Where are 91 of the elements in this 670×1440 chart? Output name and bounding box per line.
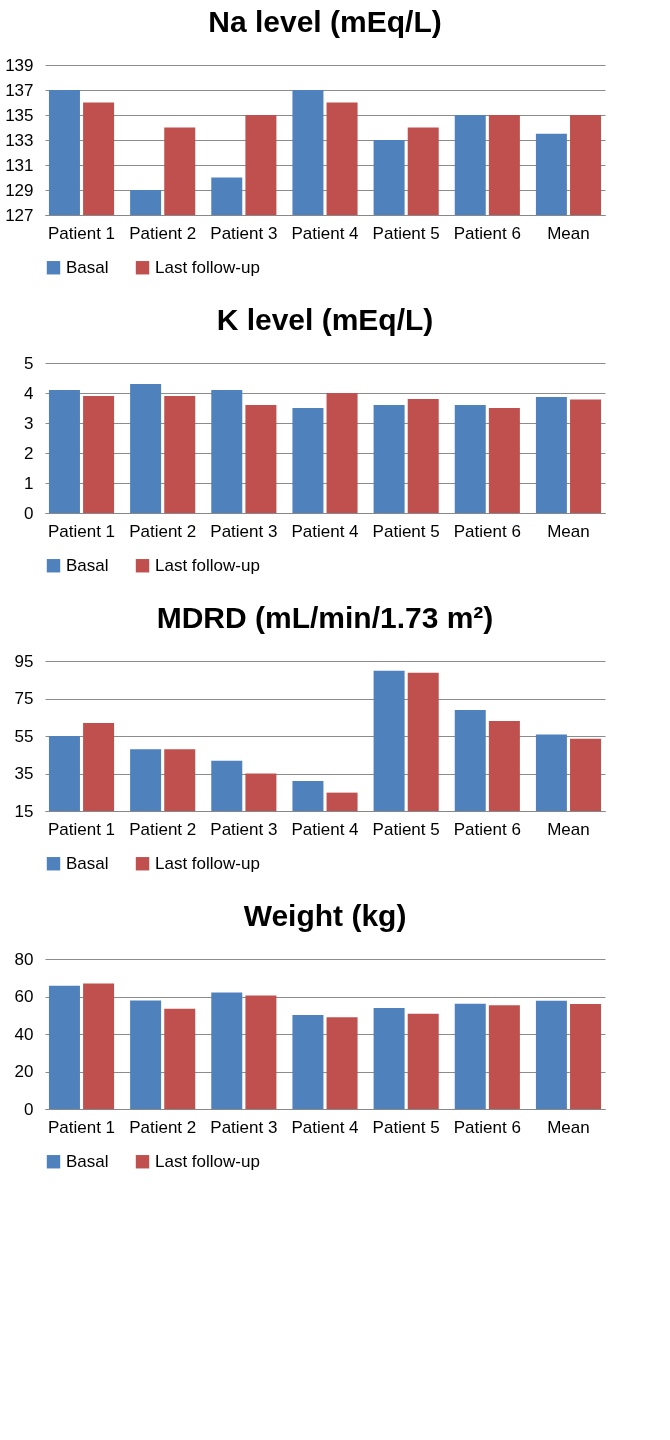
x-tick-label: Patient 1 (47, 1117, 116, 1137)
bar (245, 995, 277, 1109)
y-tick-label: 4 (24, 383, 34, 403)
x-tick-label: Patient 3 (210, 1117, 278, 1137)
legend-label: Last follow-up (155, 555, 260, 575)
y-tick-label: 60 (14, 987, 34, 1006)
y-tick-label: 15 (14, 801, 34, 821)
bar (570, 399, 602, 513)
x-tick-label: Mean (547, 819, 590, 839)
chart-title: MDRD (mL/min/1.73 m²) (156, 601, 494, 634)
bar (407, 399, 439, 513)
bar (83, 396, 115, 513)
y-tick-label: 0 (24, 503, 34, 523)
bar (292, 1014, 324, 1109)
x-tick-label: Patient 6 (453, 223, 521, 243)
y-tick-label: 55 (14, 726, 34, 746)
y-tick-label: 131 (5, 155, 34, 175)
bar (292, 408, 324, 513)
x-tick-label: Mean (547, 1117, 590, 1137)
x-tick-label: Patient 2 (129, 223, 197, 243)
x-tick-label: Patient 2 (129, 521, 197, 541)
bar (326, 393, 358, 513)
bar (83, 983, 115, 1109)
bar (488, 1005, 520, 1109)
bar (130, 384, 162, 513)
bar (211, 992, 243, 1109)
y-tick-label: 40 (14, 1024, 34, 1044)
y-tick-label: 5 (24, 353, 34, 373)
bar (535, 396, 567, 513)
chart-title: Weight (kg) (243, 899, 407, 932)
y-tick-label: 135 (5, 105, 34, 125)
y-tick-label: 0 (24, 1099, 34, 1119)
x-tick-label: Patient 6 (453, 521, 521, 541)
legend-label: Basal (66, 1151, 109, 1171)
x-tick-label: Patient 5 (372, 1117, 440, 1137)
x-tick-label: Patient 3 (210, 521, 278, 541)
y-tick-label: 75 (14, 689, 34, 708)
bar (164, 396, 196, 513)
bar (373, 405, 405, 513)
y-tick-label: 127 (5, 205, 34, 225)
y-tick-label: 133 (5, 130, 34, 150)
y-tick-label: 20 (14, 1062, 34, 1081)
x-tick-label: Patient 1 (47, 223, 116, 243)
bar (245, 405, 277, 513)
y-tick-label: 1 (24, 473, 34, 493)
x-tick-label: Patient 5 (372, 819, 440, 839)
x-tick-label: Patient 1 (47, 521, 116, 541)
x-tick-label: Patient 6 (453, 819, 521, 839)
y-tick-label: 129 (5, 180, 34, 200)
y-tick-label: 3 (24, 413, 34, 433)
legend-label: Last follow-up (155, 853, 260, 873)
bar (454, 1003, 486, 1109)
legend-label: Last follow-up (155, 257, 260, 277)
x-tick-label: Patient 3 (210, 223, 278, 243)
legend-label: Basal (66, 853, 109, 873)
bar (535, 1000, 567, 1109)
x-tick-label: Patient 3 (210, 819, 278, 839)
legend-label: Basal (66, 555, 109, 575)
x-tick-label: Mean (547, 521, 590, 541)
x-tick-label: Patient 4 (291, 223, 359, 243)
legend-label: Basal (66, 257, 109, 277)
x-tick-label: Patient 1 (47, 819, 116, 839)
bar (130, 1000, 162, 1109)
bar (48, 390, 80, 513)
x-tick-label: Mean (547, 223, 590, 243)
y-tick-label: 139 (5, 55, 34, 75)
legend-label: Last follow-up (155, 1151, 260, 1171)
x-tick-label: Patient 2 (129, 819, 197, 839)
x-tick-label: Patient 2 (129, 1117, 197, 1137)
x-tick-label: Patient 5 (372, 521, 440, 541)
bar (164, 1008, 196, 1109)
x-tick-label: Patient 4 (291, 819, 359, 839)
y-tick-label: 35 (14, 764, 34, 783)
bar (373, 1007, 405, 1109)
bar (407, 1013, 439, 1109)
chart-title: Na level (mEq/L) (208, 5, 442, 38)
y-tick-label: 137 (5, 80, 34, 100)
bar (211, 390, 243, 513)
bar (570, 1004, 602, 1109)
bar (454, 405, 486, 513)
y-tick-label: 2 (24, 443, 34, 463)
bar (326, 1017, 358, 1109)
x-tick-label: Patient 4 (291, 1117, 359, 1137)
bar (48, 985, 80, 1109)
y-tick-label: 80 (14, 949, 34, 969)
x-tick-label: Patient 5 (372, 223, 440, 243)
y-tick-label: 95 (14, 651, 34, 671)
chart-title: K level (mEq/L) (216, 303, 434, 336)
x-tick-label: Patient 6 (453, 1117, 521, 1137)
x-tick-label: Patient 4 (291, 521, 359, 541)
bar (488, 408, 520, 513)
